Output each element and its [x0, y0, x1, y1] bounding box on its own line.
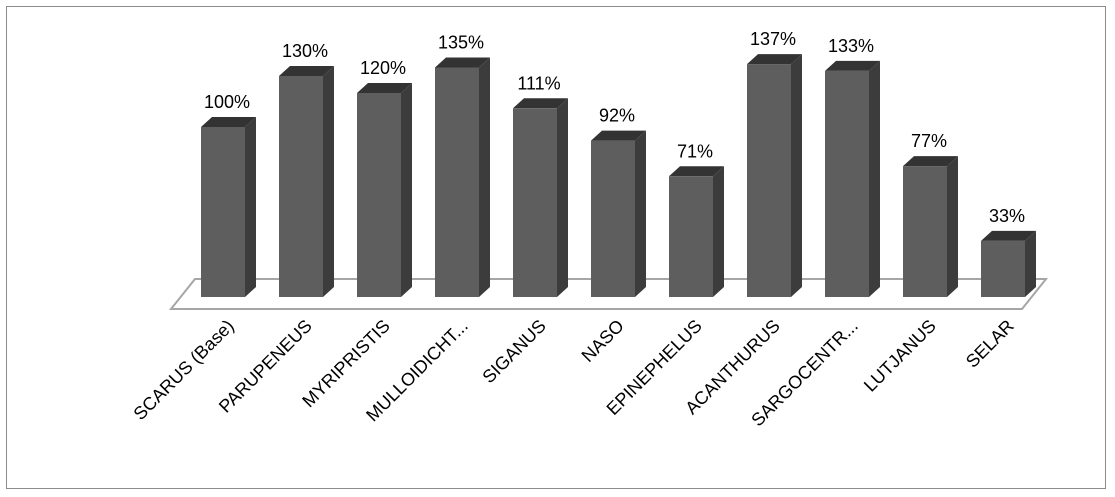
bar-top [435, 57, 490, 68]
bar [435, 57, 490, 297]
x-tick-label: LUTJANUS [860, 316, 940, 396]
bar-side [323, 66, 334, 297]
bar [825, 60, 880, 298]
bar-front [357, 93, 401, 297]
bar-side [479, 57, 490, 297]
bar-top [669, 166, 724, 177]
bar-side [245, 117, 256, 297]
data-label: 133% [828, 36, 874, 56]
bar-front [201, 127, 245, 297]
bar-top [825, 60, 880, 71]
bar-side [635, 130, 646, 297]
data-label: 77% [911, 131, 947, 151]
bar [669, 166, 724, 297]
bar-front [747, 64, 791, 297]
data-label: 137% [750, 29, 796, 49]
data-label: 135% [438, 33, 484, 53]
bar-front [903, 166, 947, 297]
bar-side [1025, 230, 1036, 297]
bar [981, 230, 1036, 297]
bar [279, 66, 334, 297]
bar [357, 83, 412, 297]
bar-top [903, 156, 958, 167]
bar-front [435, 67, 479, 297]
data-label: 100% [204, 92, 250, 112]
data-label: 33% [989, 206, 1025, 226]
bar [201, 117, 256, 297]
data-label: 71% [677, 141, 713, 161]
chart-frame: 100% 130% 120% 135% 111% 92% 71% 137% 133% 77% 33%… [6, 6, 1106, 489]
bar-top [513, 98, 568, 109]
data-label: 92% [599, 106, 635, 126]
data-label: 130% [282, 41, 328, 61]
bar-top [981, 230, 1036, 241]
bar [591, 130, 646, 297]
bar-side [791, 54, 802, 297]
bar-top [279, 66, 334, 76]
bar-front [669, 176, 713, 297]
bar-top [591, 130, 646, 141]
bar-front [591, 140, 635, 297]
bar-chart: 100% 130% 120% 135% 111% 92% 71% 137% 133% 77% 33%… [130, 29, 1049, 430]
x-tick-label: SELAR [962, 316, 1018, 372]
bar-side [947, 156, 958, 297]
bar-top [201, 117, 256, 127]
bar-side [401, 83, 412, 297]
bar-front [981, 240, 1025, 297]
x-tick-label: SIGANUS [478, 316, 549, 387]
bar-top [747, 54, 802, 65]
bar-side [869, 60, 880, 298]
bar-front [513, 108, 557, 297]
data-label: 111% [517, 73, 560, 93]
bar-top [357, 83, 412, 93]
data-label: 120% [360, 58, 406, 78]
x-tick-label: NASO [578, 316, 628, 366]
bar [903, 156, 958, 297]
bar [747, 54, 802, 297]
bar-front [279, 76, 323, 297]
bar [513, 98, 568, 297]
bar-side [557, 98, 568, 297]
bar-side [713, 166, 724, 297]
bar-front [825, 70, 869, 298]
